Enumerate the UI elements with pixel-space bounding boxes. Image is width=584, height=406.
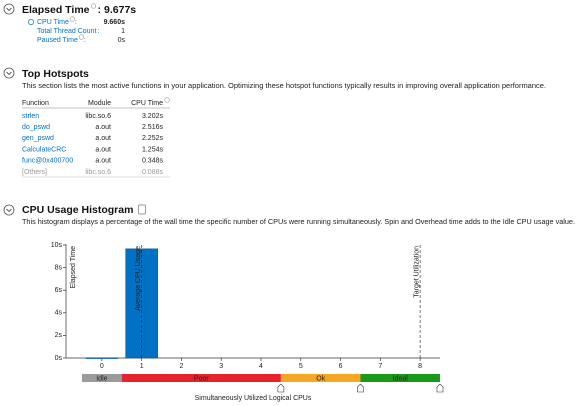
table-cell: a.out (95, 135, 111, 142)
metric-label: CPU Time (37, 19, 69, 26)
column-header: Function (22, 100, 49, 107)
y-tick-label: 0s (55, 355, 63, 362)
elapsed-value: 9.677s (104, 4, 136, 16)
section-title: CPU Usage Histogram (22, 204, 133, 216)
info-icon[interactable] (78, 34, 84, 40)
utilization-band (82, 374, 122, 382)
table-cell: a.out (95, 124, 111, 131)
column-header: CPU Time (131, 100, 163, 107)
x-tick-label: 5 (299, 363, 303, 370)
info-icon[interactable] (69, 16, 75, 22)
band-label: Idle (96, 375, 107, 382)
threshold-handle[interactable] (357, 383, 364, 393)
x-tick-label: 1 (140, 363, 144, 370)
annotation-label: Average CPU Usage (135, 246, 142, 311)
table-cell: 0.088s (142, 169, 164, 176)
function-link: func@0x400700 (22, 158, 73, 165)
x-tick-label: 7 (378, 363, 382, 370)
function-link: do_pswd (22, 124, 50, 131)
threshold-handle[interactable] (436, 383, 444, 393)
collapse-toggle[interactable] (3, 3, 15, 15)
y-tick-label: 8s (55, 264, 63, 271)
y-axis-title: Elapsed Time (70, 246, 77, 289)
x-tick-label: 2 (179, 363, 183, 370)
metric-value: 0s (118, 37, 126, 44)
y-tick-label: 6s (55, 287, 63, 294)
table-cell: 2.516s (142, 124, 164, 131)
y-tick-label: 4s (55, 310, 63, 317)
annotation-label: Target Utilization (413, 246, 420, 298)
collapse-toggle[interactable] (3, 67, 15, 79)
chevron (6, 71, 12, 76)
separator: : (98, 4, 102, 16)
chevron (6, 208, 12, 213)
table-cell: a.out (95, 146, 111, 153)
metric-value: 9.660s (104, 19, 126, 26)
band-label: Ideal (393, 375, 409, 382)
utilization-band (280, 374, 361, 382)
metric-value: 1 (121, 28, 125, 35)
metric-icon (28, 19, 34, 25)
utilization-band (360, 374, 440, 382)
bar (85, 357, 119, 359)
metric-label: Total Thread Count (37, 28, 96, 35)
x-tick-label: 8 (418, 363, 422, 370)
separator: : (84, 37, 86, 44)
table-cell: 1.254s (142, 146, 164, 153)
band-label: Poor (194, 375, 209, 382)
info-icon[interactable] (164, 97, 170, 103)
collapse-toggle[interactable] (3, 204, 15, 216)
x-tick-label: 0 (100, 363, 104, 370)
utilization-band (121, 374, 281, 382)
column-header: Module (88, 100, 111, 107)
info-icon[interactable] (90, 3, 97, 9)
table-cell: libc.so.6 (85, 169, 111, 176)
function-link: strlen (22, 113, 39, 120)
table-cell: 0.348s (142, 158, 164, 165)
separator: : (97, 28, 99, 35)
table-cell: a.out (95, 158, 111, 165)
y-tick-label: 2s (55, 332, 63, 339)
section-title: Elapsed Time (22, 4, 90, 16)
threshold-handle[interactable] (277, 383, 285, 393)
export-icon[interactable] (138, 204, 146, 215)
table-cell: 2.252s (142, 135, 164, 142)
table-cell: 3.202s (142, 113, 164, 120)
x-tick-label: 4 (259, 363, 263, 370)
band-label: Ok (316, 375, 325, 382)
x-tick-label: 3 (219, 363, 223, 370)
separator: : (75, 19, 77, 26)
chevron (6, 7, 12, 12)
function-link: gen_pswd (22, 135, 54, 142)
table-cell: libc.so.6 (85, 113, 111, 120)
section-description: This histogram displays a percentage of … (22, 219, 575, 226)
metric-label: Paused Time (37, 37, 78, 44)
y-tick-label: 10s (51, 242, 63, 249)
x-axis-title: Simultaneously Utilized Logical CPUs (195, 395, 312, 402)
section-title: Top Hotspots (22, 68, 89, 80)
function-link: CalculateCRC (22, 146, 66, 153)
function-link: [Others] (22, 169, 47, 176)
x-tick-label: 6 (339, 363, 343, 370)
section-description: This section lists the most active funct… (22, 83, 546, 90)
